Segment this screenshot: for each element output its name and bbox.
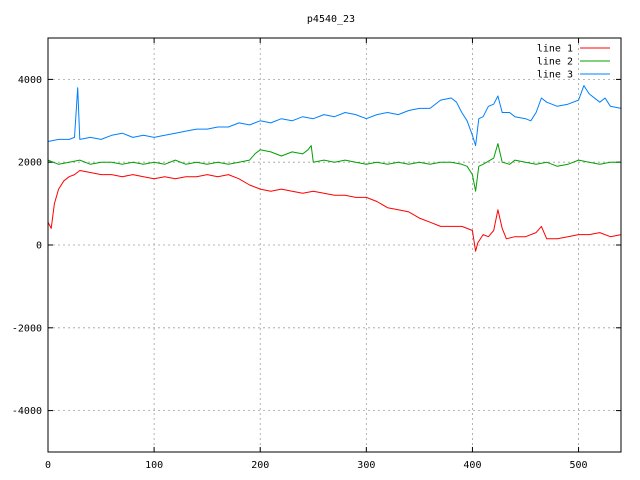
series-line-3 [47, 85, 622, 147]
y-tick-label-1: -2000 [12, 323, 42, 334]
chart-title: p4540_23 [307, 14, 355, 25]
legend-label-1: line 1 [537, 44, 573, 55]
x-tick-label-2: 200 [251, 460, 269, 471]
axis-ticks: 0 100 200 300 400 500 -4000 -2000 0 2000 4000 [12, 38, 621, 471]
series-line-2 [47, 143, 621, 192]
x-tick-label-1: 100 [145, 460, 163, 471]
series-lines [47, 85, 622, 252]
legend-label-3: line 3 [537, 70, 573, 81]
y-tick-label-2: 0 [36, 241, 42, 252]
y-tick-label-3: 2000 [18, 158, 42, 169]
y-tick-label-4: 4000 [18, 75, 42, 86]
x-tick-label-5: 500 [570, 460, 588, 471]
gridlines [48, 38, 621, 452]
series-line-1 [47, 170, 622, 252]
plot-frame [47, 37, 622, 453]
legend: line 1 line 2 line 3 [537, 44, 610, 81]
legend-label-2: line 2 [537, 57, 573, 68]
y-tick-label-0: -4000 [12, 406, 42, 417]
x-tick-label-0: 0 [45, 460, 51, 471]
x-tick-label-3: 300 [357, 460, 375, 471]
x-tick-label-4: 400 [463, 460, 481, 471]
